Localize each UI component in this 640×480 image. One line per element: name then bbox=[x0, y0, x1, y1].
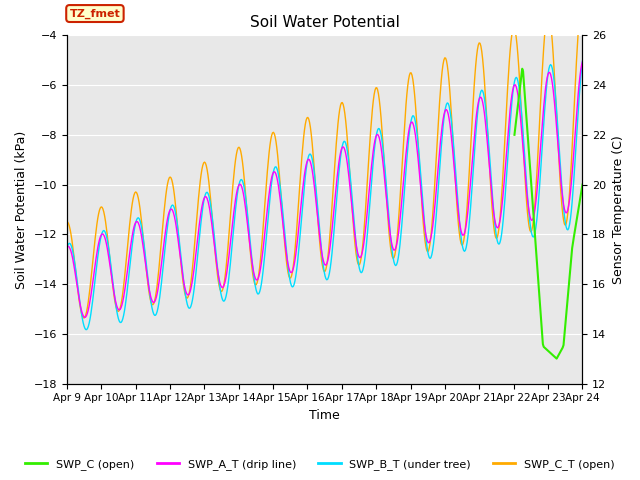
Title: Soil Water Potential: Soil Water Potential bbox=[250, 15, 399, 30]
Y-axis label: Soil Water Potential (kPa): Soil Water Potential (kPa) bbox=[15, 130, 28, 288]
Y-axis label: Sensor Temperature (C): Sensor Temperature (C) bbox=[612, 135, 625, 284]
Text: TZ_fmet: TZ_fmet bbox=[70, 9, 120, 19]
X-axis label: Time: Time bbox=[309, 409, 340, 422]
Legend: SWP_C (open), SWP_A_T (drip line), SWP_B_T (under tree), SWP_C_T (open): SWP_C (open), SWP_A_T (drip line), SWP_B… bbox=[20, 455, 620, 474]
